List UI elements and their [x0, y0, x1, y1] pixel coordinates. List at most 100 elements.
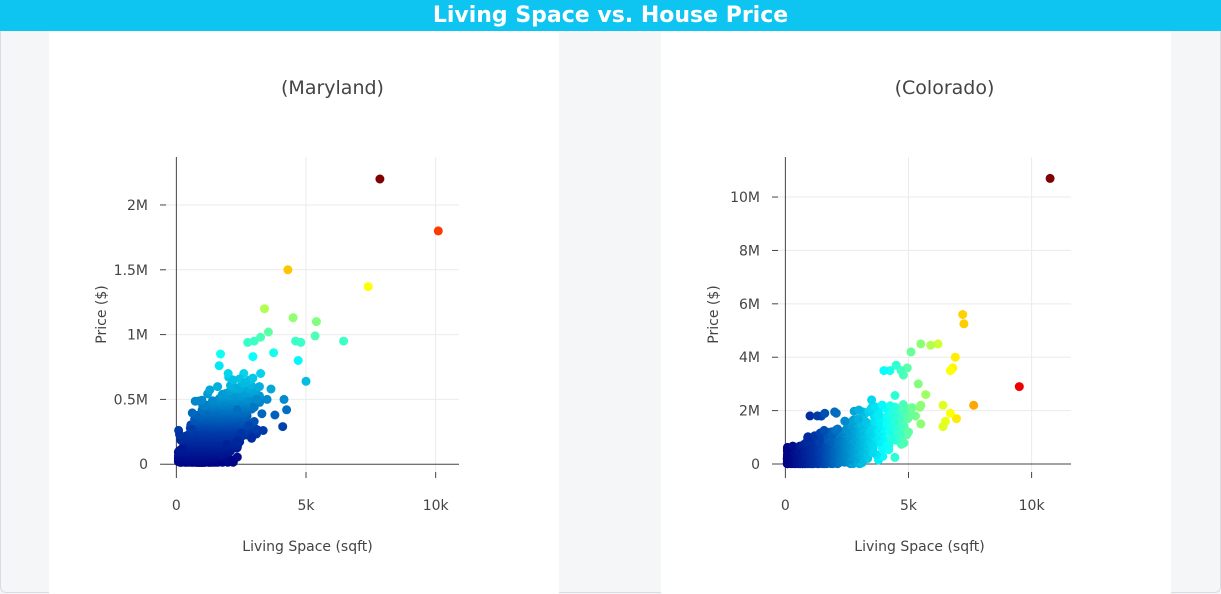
- scatter-point: [916, 339, 926, 349]
- scatter-point: [877, 400, 887, 410]
- scatter-point: [375, 174, 385, 184]
- scatter-point: [890, 391, 900, 400]
- scatter-point: [854, 405, 864, 415]
- scatter-point: [899, 438, 909, 448]
- scatter-point: [247, 433, 257, 443]
- scatter-point: [945, 408, 955, 418]
- scatter-point: [363, 282, 373, 292]
- chart-subtitle: (Colorado): [895, 77, 995, 99]
- scatter-point: [916, 419, 926, 429]
- scatter-point: [830, 407, 840, 417]
- y-tick-label: 2M: [127, 198, 148, 214]
- scatter-point: [950, 352, 960, 362]
- y-tick-label: 6M: [739, 297, 760, 313]
- maryland-scatter-chart: (Maryland) 0 0.5M 1M 1.5M 2M 0 5k 10k Living Spac…: [94, 77, 459, 555]
- scatter-point: [258, 426, 268, 435]
- x-tick-label: 0: [781, 498, 790, 514]
- scatter-point: [214, 361, 224, 371]
- scatter-point: [232, 405, 242, 415]
- page-header: Living Space vs. House Price: [0, 0, 1221, 31]
- scatter-point: [283, 265, 293, 275]
- scatter-point: [175, 429, 184, 439]
- scatter-point: [952, 414, 961, 424]
- colorado-scatter-chart: (Colorado) 0 2M 4M 6M 8M 10M 0 5k 10k Living Space…: [706, 77, 1071, 555]
- scatter-point: [282, 405, 292, 415]
- scatter-point: [854, 414, 863, 424]
- scatter-point: [293, 356, 303, 365]
- scatter-point: [938, 400, 948, 410]
- scatter-point: [244, 420, 254, 430]
- x-axis-title: Living Space (sqft): [854, 539, 984, 555]
- scatter-point: [938, 422, 948, 432]
- scatter-point: [266, 384, 276, 394]
- scatter-point: [296, 337, 306, 347]
- scatter-point: [228, 457, 238, 467]
- y-tick-label: 4M: [739, 350, 760, 366]
- scatter-point: [819, 425, 829, 435]
- scatter-point: [205, 385, 215, 395]
- x-tick-label: 0: [172, 498, 181, 514]
- y-tick-label: 0.5M: [114, 392, 148, 408]
- scatter-point: [803, 432, 813, 442]
- scatter-point: [339, 336, 349, 346]
- scatter-point: [263, 327, 273, 337]
- scatter-point: [904, 427, 913, 437]
- y-tick-label: 8M: [739, 243, 760, 259]
- scatter-point: [1014, 382, 1024, 392]
- scatter-point: [788, 441, 798, 451]
- scatter-point: [256, 369, 266, 378]
- scatter-point: [260, 304, 269, 314]
- scatter-point: [867, 395, 877, 405]
- scatter-point: [240, 378, 250, 388]
- scatter-point: [175, 445, 185, 455]
- scatter-point: [197, 395, 207, 405]
- scatter-point: [958, 310, 968, 319]
- scatter-point: [921, 390, 931, 400]
- scatter-point: [254, 382, 264, 392]
- scatter-point: [833, 424, 843, 434]
- x-tick-label: 5k: [900, 498, 918, 514]
- scatter-point: [252, 394, 262, 404]
- scatter-point: [257, 409, 267, 419]
- scatter-point: [879, 366, 889, 376]
- y-tick-label: 0: [139, 457, 148, 473]
- scatter-point: [926, 340, 936, 350]
- page-title: Living Space vs. House Price: [432, 3, 789, 28]
- y-axis-title: Price ($): [94, 285, 110, 343]
- scatter-point: [187, 424, 197, 434]
- x-tick-label: 10k: [423, 498, 450, 514]
- scatter-point: [236, 428, 246, 438]
- scatter-markers: [782, 173, 1055, 469]
- scatter-point: [820, 408, 830, 418]
- scatter-point: [885, 401, 895, 411]
- scatter-point: [969, 400, 979, 410]
- scatter-point: [310, 331, 320, 341]
- scatter-point: [222, 440, 232, 450]
- scatter-point: [216, 349, 225, 359]
- y-tick-label: 2M: [739, 404, 760, 420]
- scatter-point: [1045, 173, 1055, 183]
- scatter-point: [933, 339, 943, 349]
- scatter-point: [311, 317, 321, 327]
- scatter-point: [870, 402, 880, 412]
- y-tick-label: 1M: [127, 328, 148, 344]
- scatter-point: [945, 366, 955, 376]
- scatter-point: [270, 410, 280, 420]
- chart-subtitle: (Maryland): [281, 77, 384, 99]
- scatter-point: [916, 400, 926, 410]
- scatter-point: [906, 347, 916, 357]
- scatter-point: [913, 379, 923, 389]
- scatter-point: [223, 369, 233, 378]
- scatter-point: [232, 436, 242, 446]
- scatter-point: [891, 360, 901, 370]
- maryland-chart-panel: (Maryland) 0 0.5M 1M 1.5M 2M 0 5k 10k Living Spac…: [49, 31, 559, 594]
- scatter-point: [907, 403, 917, 413]
- scatter-point: [805, 411, 815, 421]
- scatter-point: [890, 452, 900, 462]
- colorado-chart-panel: (Colorado) 0 2M 4M 6M 8M 10M 0 5k 10k Living Space…: [661, 31, 1171, 594]
- y-axis-title: Price ($): [706, 285, 722, 343]
- scatter-point: [262, 394, 272, 404]
- x-axis-title: Living Space (sqft): [242, 539, 372, 555]
- scatter-point: [898, 400, 908, 409]
- scatter-point: [288, 313, 298, 323]
